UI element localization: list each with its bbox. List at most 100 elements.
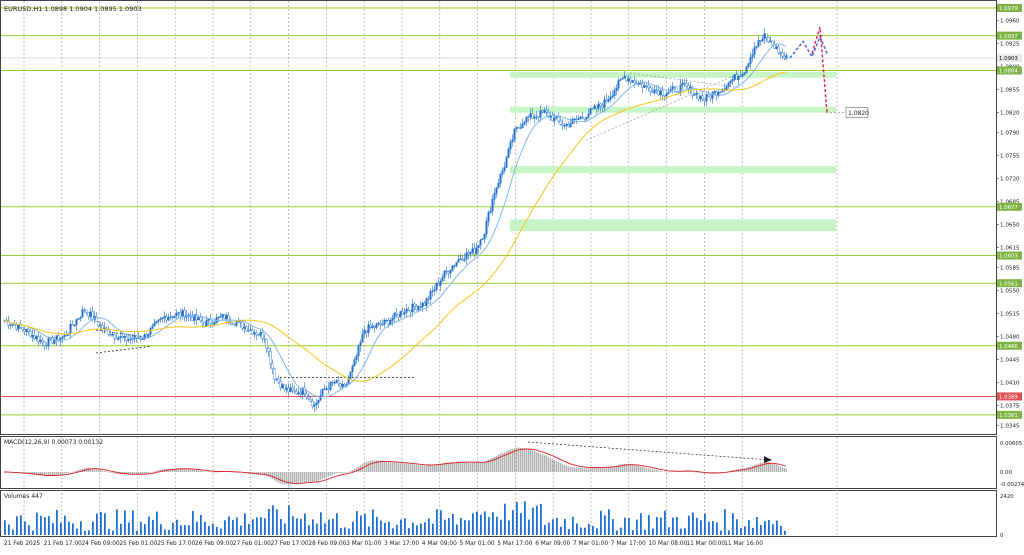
candle-body (161, 317, 164, 319)
macd-histogram-bar (205, 471, 207, 473)
time-tick-label: 4 Mar 09:00 (422, 541, 457, 547)
candle-body (623, 75, 626, 79)
demand-zone (510, 219, 836, 232)
price-level-box (997, 31, 1022, 40)
candle-body (655, 89, 658, 91)
macd-histogram-bar (495, 455, 497, 472)
volume-bar (772, 524, 774, 535)
volume-bar (24, 521, 26, 535)
candle-body (249, 329, 252, 331)
macd-histogram-bar (229, 471, 231, 473)
macd-histogram-bar (411, 464, 413, 472)
macd-histogram-bar (767, 462, 769, 472)
macd-histogram-bar (485, 461, 487, 472)
candle-body (183, 309, 186, 318)
macd-histogram-bar (619, 464, 621, 472)
candle-body (427, 298, 430, 300)
candle-body (699, 95, 702, 100)
macd-histogram-bar (333, 472, 335, 475)
candle-body (693, 94, 696, 96)
price-tick-label: 1.0550 (1000, 288, 1020, 294)
time-tick-label: 11 Mar 16:00 (724, 541, 763, 547)
macd-histogram-bar (151, 472, 153, 473)
macd-histogram-bar (421, 465, 423, 472)
macd-histogram-bar (571, 467, 573, 472)
volume-bar (588, 523, 590, 535)
candle-body (569, 123, 572, 128)
volume-bar (744, 526, 746, 535)
macd-histogram-bar (673, 471, 675, 472)
volume-bar (248, 524, 250, 535)
volume-bar (652, 528, 654, 535)
volume-bar (712, 521, 714, 535)
macd-histogram-bar (215, 471, 217, 473)
macd-histogram-bar (207, 471, 209, 473)
candle-body (201, 320, 204, 323)
macd-histogram-bar (373, 460, 375, 472)
macd-histogram-bar (133, 472, 135, 475)
candle-body (761, 38, 764, 42)
volume-bar (644, 529, 646, 535)
volume-bar (684, 528, 686, 535)
macd-histogram-bar (481, 462, 483, 472)
macd-histogram-bar (371, 460, 373, 472)
candle-body (491, 199, 494, 212)
macd-histogram-bar (127, 472, 129, 475)
macd-histogram-bar (389, 462, 391, 472)
volume-bar (200, 515, 202, 535)
macd-histogram-bar (443, 462, 445, 472)
candle-body (503, 167, 506, 171)
volume-bar (312, 519, 314, 535)
macd-histogram-bar (539, 453, 541, 472)
candle-body (301, 387, 304, 395)
candle-body (609, 96, 612, 100)
candle-body (651, 91, 654, 94)
candle-body (83, 309, 86, 311)
candle-body (25, 328, 28, 332)
macd-histogram-bar (605, 466, 607, 472)
macd-histogram-bar (521, 447, 523, 472)
volume-bar (536, 505, 538, 535)
candle-body (125, 336, 128, 342)
price-level-label: 1.0561 (999, 281, 1018, 287)
volume-bar (84, 530, 86, 535)
candle-body (507, 148, 510, 158)
candle-body (177, 312, 180, 314)
candle-body (135, 335, 138, 339)
candle-body (115, 337, 118, 340)
ma-fast-line (3, 43, 787, 398)
time-tick-label: 28 Feb 09:00 (308, 541, 346, 547)
candle-body (559, 120, 562, 125)
macd-histogram-bar (533, 451, 535, 472)
price-level-label: 1.0903 (999, 56, 1018, 62)
macd-signal-line (4, 448, 787, 484)
candle-body (775, 46, 778, 49)
candle-body (41, 339, 44, 343)
candle-body (265, 338, 268, 349)
candle-body (87, 311, 90, 317)
candle-body (431, 290, 434, 292)
candle-body (553, 117, 556, 122)
candle-body (251, 329, 254, 335)
macd-histogram-bar (149, 472, 151, 473)
macd-histogram-bar (407, 463, 409, 472)
volume-bar (596, 528, 598, 535)
candle-body (57, 335, 60, 342)
candle-body (753, 47, 756, 55)
candle-body (193, 314, 196, 321)
candle-body (37, 336, 40, 343)
candle-body (691, 86, 694, 96)
macd-histogram-bar (341, 472, 343, 473)
candle-body (493, 193, 496, 200)
macd-histogram-bar (195, 469, 197, 472)
candle-body (151, 325, 154, 329)
candle-body (211, 323, 214, 325)
time-tick-label: 11 Mar 00:00 (686, 541, 725, 547)
candle-body (107, 329, 110, 335)
candle-body (333, 382, 336, 384)
volume-tick-label: 2420 (1000, 494, 1014, 500)
volume-bar (724, 509, 726, 535)
candle-body (771, 40, 774, 46)
